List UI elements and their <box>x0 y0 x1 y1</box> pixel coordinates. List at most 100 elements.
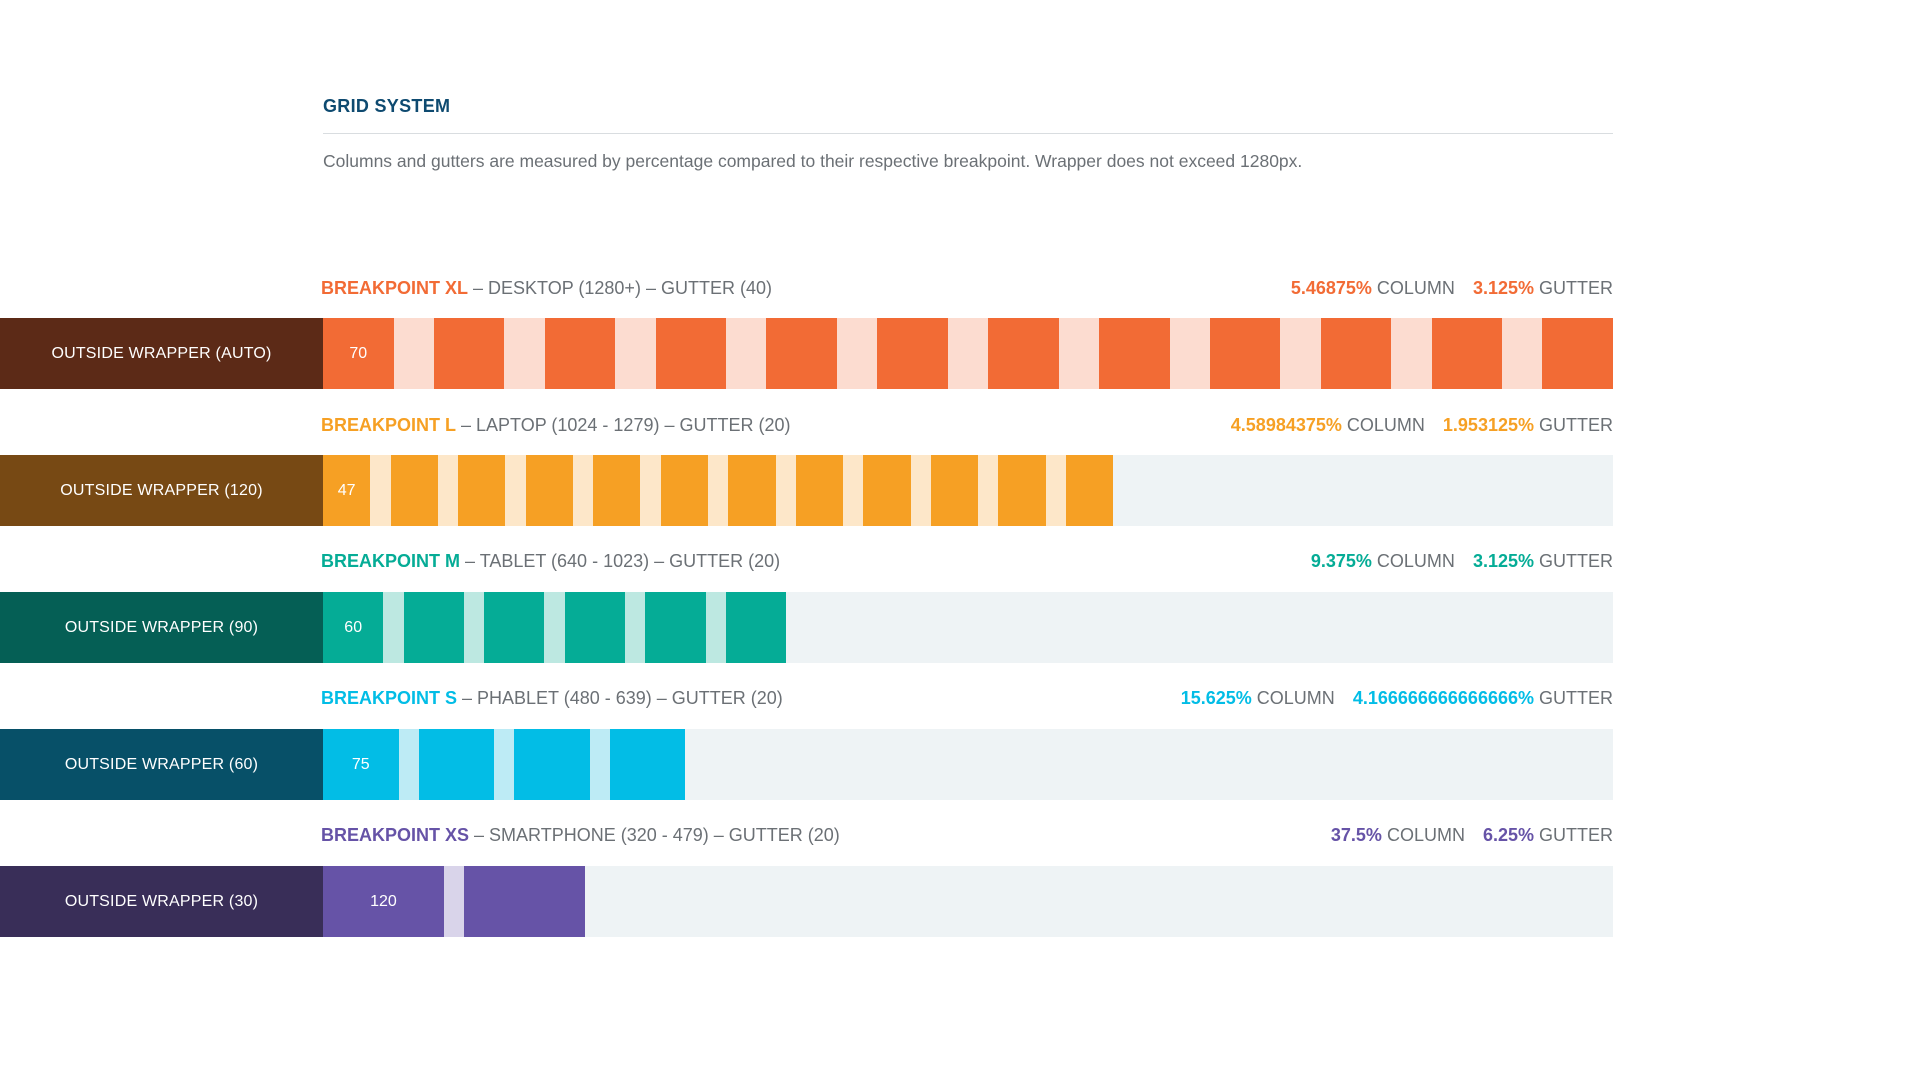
grid-gutter <box>836 318 878 389</box>
grid-column <box>988 318 1059 389</box>
breakpoint-name: BREAKPOINT L <box>321 415 456 435</box>
grid-gutter <box>640 455 661 526</box>
breakpoint-metrics: 37.5% COLUMN 6.25% GUTTER <box>1331 825 1613 846</box>
breakpoint-header: BREAKPOINT XS – SMARTPHONE (320 - 479) –… <box>321 825 1613 849</box>
gutter-label: GUTTER <box>1534 278 1613 298</box>
grid-gutter <box>1058 318 1100 389</box>
gutter-percent: 1.953125% <box>1442 415 1534 435</box>
grid-gutter <box>505 455 526 526</box>
grid-column <box>1320 318 1392 389</box>
column-label: COLUMN <box>1371 551 1455 571</box>
grid-gutter <box>1045 455 1066 526</box>
section-title: GRID SYSTEM <box>323 96 451 116</box>
grid-column <box>795 455 844 526</box>
grid-column-width-label: 75 <box>323 729 399 800</box>
grid-gutter <box>707 455 729 526</box>
breakpoint-header: BREAKPOINT M – TABLET (640 - 1023) – GUT… <box>321 551 1613 575</box>
grid-gutter <box>370 455 391 526</box>
gutter-percent: 6.25% <box>1482 825 1534 845</box>
grid-column <box>863 455 911 526</box>
column-percent: 4.58984375% <box>1230 415 1342 435</box>
breakpoint-detail: – PHABLET (480 - 639) – GUTTER (20) <box>457 688 783 708</box>
grid-column <box>1099 318 1170 389</box>
breakpoint-metrics: 15.625% COLUMN 4.166666666666666% GUTTER <box>1181 688 1613 709</box>
grid-gutter <box>705 592 726 663</box>
grid-column <box>484 592 545 663</box>
breakpoint-name: BREAKPOINT XL <box>321 278 469 298</box>
breakpoint-metrics: 5.46875% COLUMN 3.125% GUTTER <box>1291 278 1613 299</box>
breakpoint-detail: – LAPTOP (1024 - 1279) – GUTTER (20) <box>456 415 791 435</box>
grid-gutter <box>393 318 434 389</box>
grid-gutter <box>544 592 565 663</box>
grid-gutter <box>383 592 404 663</box>
grid-column <box>525 455 573 526</box>
grid-column <box>930 455 979 526</box>
grid-column <box>877 318 948 389</box>
grid-gutter <box>494 729 515 800</box>
grid-gutter <box>843 455 864 526</box>
breakpoint-name: BREAKPOINT M <box>321 551 460 571</box>
breakpoint-name: BREAKPOINT XS <box>321 825 470 845</box>
grid-column <box>593 455 641 526</box>
grid-column-width-label: 70 <box>323 318 394 389</box>
grid-column <box>514 729 590 800</box>
grid-gutter <box>1391 318 1432 389</box>
column-percent: 37.5% <box>1330 825 1382 845</box>
gutter-label: GUTTER <box>1534 688 1613 708</box>
grid-column <box>418 729 495 800</box>
column-percent: 5.46875% <box>1290 278 1372 298</box>
outside-wrapper-label: OUTSIDE WRAPPER (60) <box>0 729 323 800</box>
grid-gutter <box>625 592 646 663</box>
grid-column <box>998 455 1046 526</box>
grid-gutter <box>1502 318 1543 389</box>
grid-column <box>1065 455 1114 526</box>
grid-column <box>464 866 585 937</box>
grid-column <box>544 318 616 389</box>
breakpoint-header: BREAKPOINT L – LAPTOP (1024 - 1279) – GU… <box>321 415 1613 439</box>
grid-column <box>660 455 708 526</box>
outside-wrapper-label: OUTSIDE WRAPPER (30) <box>0 866 323 937</box>
grid-gutter <box>775 455 796 526</box>
grid-column <box>403 592 464 663</box>
grid-column <box>645 592 706 663</box>
grid-gutter <box>398 729 419 800</box>
breakpoint-detail: – TABLET (640 - 1023) – GUTTER (20) <box>460 551 781 571</box>
grid-column-width-label: 120 <box>323 866 444 937</box>
gutter-label: GUTTER <box>1534 415 1613 435</box>
grid-track: 60 <box>323 592 1613 663</box>
grid-gutter <box>615 318 656 389</box>
gutter-percent: 4.166666666666666% <box>1352 688 1534 708</box>
grid-gutter <box>1280 318 1321 389</box>
gutter-percent: 3.125% <box>1472 551 1534 571</box>
grid-gutter <box>910 455 931 526</box>
column-label: COLUMN <box>1341 415 1425 435</box>
grid-gutter <box>589 729 610 800</box>
grid-column <box>1431 318 1503 389</box>
breakpoint-name: BREAKPOINT S <box>321 688 458 708</box>
grid-track: 70 <box>323 318 1613 389</box>
grid-track: 120 <box>323 866 1613 937</box>
grid-column <box>390 455 438 526</box>
breakpoint-metrics: 9.375% COLUMN 3.125% GUTTER <box>1311 551 1613 572</box>
grid-gutter <box>947 318 989 389</box>
grid-column <box>1542 318 1613 389</box>
grid-gutter <box>504 318 545 389</box>
grid-track: 75 <box>323 729 1613 800</box>
breakpoint-header: BREAKPOINT S – PHABLET (480 - 639) – GUT… <box>321 688 1613 712</box>
breakpoint-title: BREAKPOINT S – PHABLET (480 - 639) – GUT… <box>321 688 783 709</box>
grid-column-width-label: 60 <box>323 592 384 663</box>
breakpoint-title: BREAKPOINT XS – SMARTPHONE (320 - 479) –… <box>321 825 840 846</box>
grid-column <box>1209 318 1281 389</box>
column-percent: 9.375% <box>1310 551 1372 571</box>
breakpoint-detail: – DESKTOP (1280+) – GUTTER (40) <box>468 278 772 298</box>
breakpoint-detail: – SMARTPHONE (320 - 479) – GUTTER (20) <box>469 825 840 845</box>
grid-column <box>458 455 506 526</box>
grid-gutter <box>726 318 767 389</box>
breakpoint-metrics: 4.58984375% COLUMN 1.953125% GUTTER <box>1231 415 1613 436</box>
description: Columns and gutters are measured by perc… <box>323 151 1303 171</box>
grid-gutter <box>437 455 459 526</box>
column-label: COLUMN <box>1371 278 1455 298</box>
grid-column <box>655 318 727 389</box>
column-percent: 15.625% <box>1180 688 1252 708</box>
outside-wrapper-label: OUTSIDE WRAPPER (AUTO) <box>0 318 323 389</box>
